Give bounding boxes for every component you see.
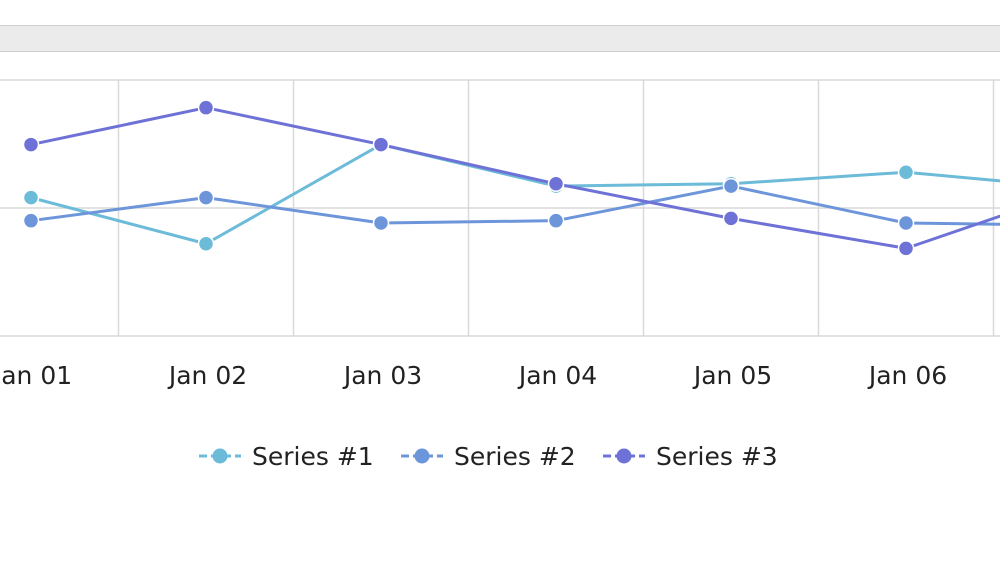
series-2-point-5 xyxy=(722,177,740,195)
legend: Series #1 Series #2 Series #3 xyxy=(199,442,778,471)
series-points xyxy=(22,99,915,257)
series-2-point-3 xyxy=(372,214,390,232)
legend-label-series-1: Series #1 xyxy=(252,442,374,471)
series-1-point-6 xyxy=(897,164,915,181)
legend-label-series-2: Series #2 xyxy=(454,442,576,471)
series-1-line xyxy=(30,143,1000,246)
series-2-point-1 xyxy=(22,212,40,229)
series-3-point-3 xyxy=(372,136,390,153)
series-1-point-2 xyxy=(197,235,215,252)
x-tick-label: Jan 05 xyxy=(692,361,772,390)
series-3-point-1 xyxy=(22,136,40,153)
x-tick-label: Jan 04 xyxy=(517,361,597,390)
x-tick-label: Jan 02 xyxy=(167,361,247,390)
series-3-point-2 xyxy=(197,99,215,116)
x-tick-label: Jan 01 xyxy=(0,361,72,390)
series-lines xyxy=(30,106,1000,250)
legend-marker-3 xyxy=(616,448,632,464)
series-2-point-2 xyxy=(197,189,215,206)
legend-label-series-3: Series #3 xyxy=(656,442,778,471)
series-3-point-5 xyxy=(722,210,740,227)
legend-marker-1 xyxy=(212,448,228,464)
series-3-point-4 xyxy=(547,175,565,193)
x-tick-label: Jan 06 xyxy=(867,361,947,390)
legend-marker-2 xyxy=(414,448,430,464)
series-2-point-6 xyxy=(897,214,915,232)
series-2-point-4 xyxy=(547,212,565,229)
series-3-point-6 xyxy=(897,240,915,257)
series-1-point-1 xyxy=(22,189,40,206)
series-2-line xyxy=(30,184,1000,226)
scrollbar-track[interactable] xyxy=(0,25,1000,52)
x-tick-label: Jan 03 xyxy=(342,361,422,390)
